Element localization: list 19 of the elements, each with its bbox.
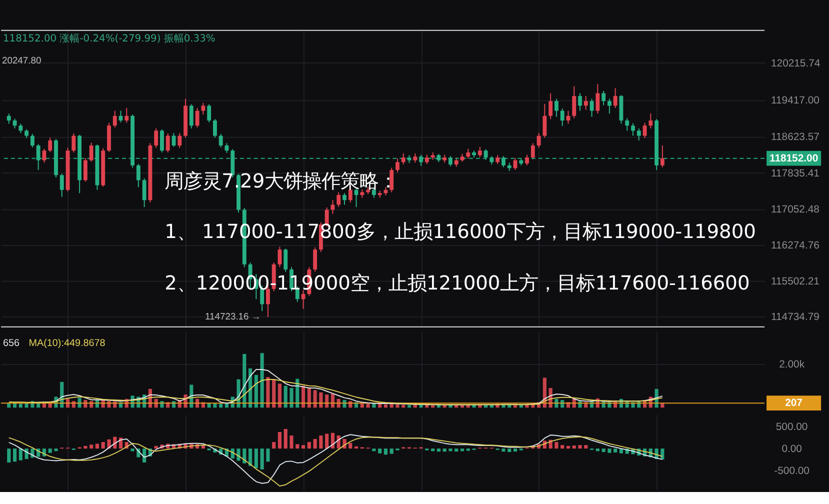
- y-tick-label: 115502.21: [770, 276, 820, 288]
- y-tick-label: 118623.57: [770, 132, 820, 144]
- y-tick-label: 114734.79: [770, 312, 820, 323]
- y-tick-label: -500.00: [774, 466, 810, 477]
- y-tick-label: 117835.41: [770, 168, 820, 180]
- y-tick-label: 0.00: [782, 444, 802, 456]
- text: 656: [2, 338, 20, 350]
- ref-line-label: 118152.00: [769, 153, 818, 164]
- annotation: 114723.16 →: [205, 310, 261, 322]
- y-tick-label: 120215.74: [770, 58, 820, 70]
- y-tick-label: 2.00k: [779, 359, 806, 370]
- y-tick-label: 117052.48: [770, 204, 820, 216]
- chart-subtitle: 118152.00 涨幅-0.24%(-279.99) 振幅0.33%: [2, 32, 216, 45]
- y-tick-label: 119417.00: [770, 95, 820, 106]
- annotation: 20247.80: [2, 54, 42, 66]
- ref-line-label: 207: [785, 398, 803, 410]
- text: MA(10):449.8678: [28, 338, 106, 350]
- y-tick-label: 116274.76: [770, 240, 820, 252]
- y-tick-label: 500.00: [776, 422, 808, 434]
